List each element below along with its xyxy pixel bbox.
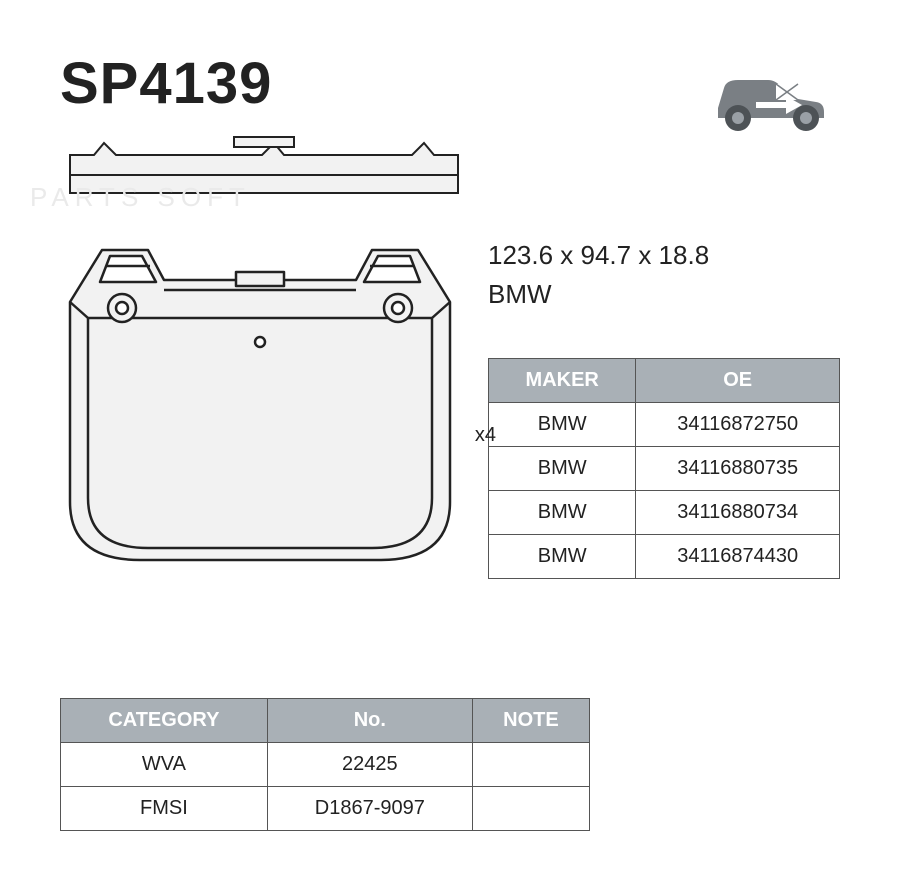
table-row: BMW 34116874430 [489,535,840,579]
no-cell: 22425 [267,743,472,787]
oe-cell: 34116872750 [636,403,840,447]
quantity-label: x4 [475,424,496,447]
oe-header-maker: MAKER [489,359,636,403]
category-table: CATEGORY No. NOTE WVA 22425 FMSI D1867-9… [60,698,590,831]
right-column: 123.6 x 94.7 x 18.8 BMW MAKER OE BMW 341… [488,232,840,579]
pad-diagram-area: x4 [60,232,460,577]
cat-header-category: CATEGORY [61,699,268,743]
cat-cell: WVA [61,743,268,787]
brake-pad-diagram [60,232,460,572]
maker-cell: BMW [489,535,636,579]
oe-cell: 34116880734 [636,491,840,535]
table-row: BMW 34116880735 [489,447,840,491]
car-icon [710,58,830,141]
top-view-diagram [64,135,840,212]
maker-cell: BMW [489,491,636,535]
cat-cell: FMSI [61,787,268,831]
note-cell [472,743,589,787]
cat-header-note: NOTE [472,699,589,743]
table-row: WVA 22425 [61,743,590,787]
table-header-row: CATEGORY No. NOTE [61,699,590,743]
oe-table: MAKER OE BMW 34116872750 BMW 34116880735… [488,358,840,579]
cat-header-no: No. [267,699,472,743]
table-header-row: MAKER OE [489,359,840,403]
mid-row: x4 123.6 x 94.7 x 18.8 BMW MAKER OE BMW … [60,232,840,579]
page: SP4139 PARTS SOFT [0,0,900,891]
category-table-wrap: CATEGORY No. NOTE WVA 22425 FMSI D1867-9… [60,698,590,831]
maker-cell: BMW [489,447,636,491]
oe-cell: 34116880735 [636,447,840,491]
oe-header-oe: OE [636,359,840,403]
table-row: BMW 34116880734 [489,491,840,535]
maker-cell: BMW [489,403,636,447]
note-cell [472,787,589,831]
brand-text: BMW [488,279,840,310]
table-row: BMW 34116872750 [489,403,840,447]
table-row: FMSI D1867-9097 [61,787,590,831]
no-cell: D1867-9097 [267,787,472,831]
oe-cell: 34116874430 [636,535,840,579]
dimensions-text: 123.6 x 94.7 x 18.8 [488,240,840,271]
